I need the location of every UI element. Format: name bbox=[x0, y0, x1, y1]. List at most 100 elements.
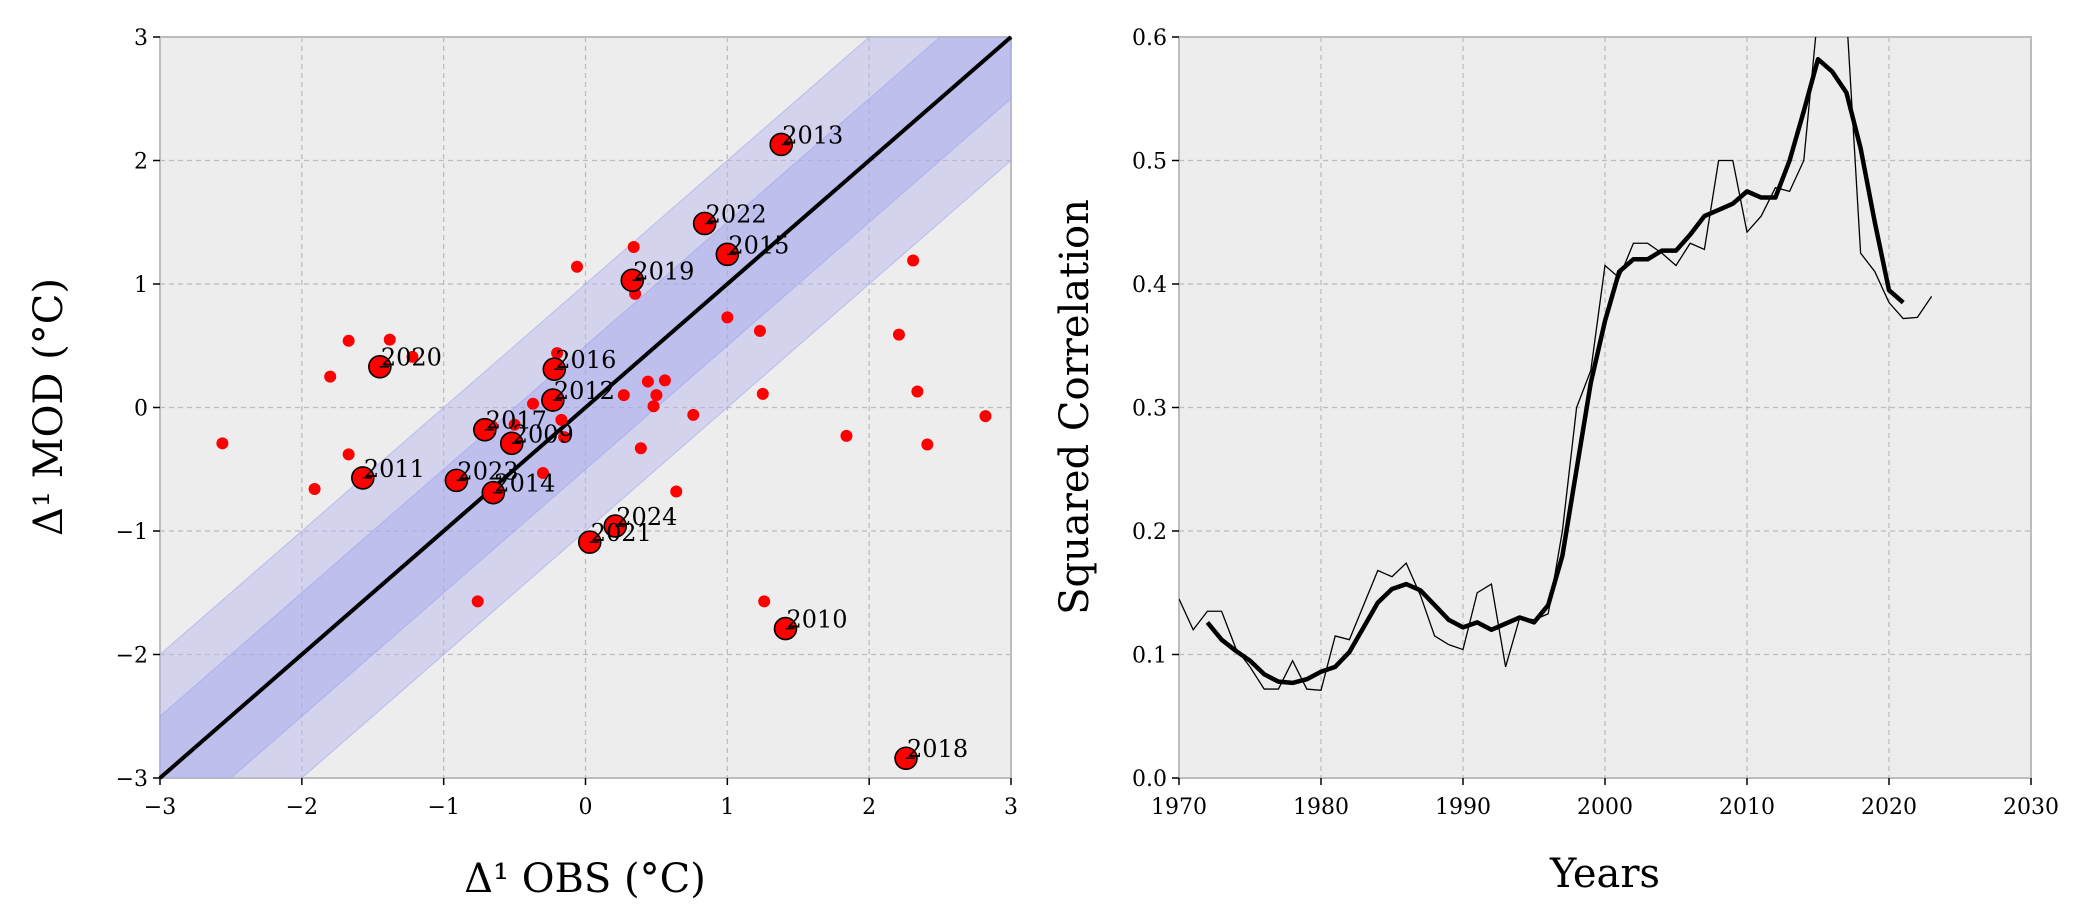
scatter-point bbox=[753, 324, 766, 337]
y-tick-label: −3 bbox=[116, 767, 148, 792]
scatter-point bbox=[627, 240, 640, 253]
scatter-point bbox=[641, 375, 654, 388]
point-label: 2015 bbox=[728, 231, 789, 259]
point-label: 2009 bbox=[513, 420, 574, 448]
y-tick-label: 3 bbox=[134, 26, 148, 51]
line-panel: 1970 1980 1990 2000 2010 2020 2030 0.0 0.1 0.2 0.3… bbox=[1052, 26, 2059, 897]
point-label: 2024 bbox=[616, 503, 677, 531]
scatter-point bbox=[634, 442, 647, 455]
highlighted-point: 2014 bbox=[481, 470, 555, 505]
scatter-point bbox=[471, 595, 484, 608]
x-tick-label: 2020 bbox=[1861, 795, 1917, 820]
scatter-point bbox=[647, 400, 660, 413]
y-tick-label: 0.1 bbox=[1132, 644, 1167, 669]
scatter-point bbox=[721, 311, 734, 324]
point-label: 2011 bbox=[364, 455, 425, 483]
scatter-point bbox=[508, 418, 521, 431]
point-label: 2012 bbox=[554, 377, 615, 405]
x-tick-label: 1980 bbox=[1293, 795, 1349, 820]
scatter-point bbox=[670, 485, 683, 498]
highlighted-point: 2017 bbox=[472, 407, 547, 442]
scatter-point bbox=[979, 410, 992, 423]
scatter-point bbox=[687, 408, 700, 421]
scatter-point bbox=[342, 448, 355, 461]
point-label: 2018 bbox=[907, 735, 968, 763]
scatter-point bbox=[527, 397, 540, 410]
scatter-point bbox=[558, 431, 571, 444]
point-label: 2020 bbox=[381, 344, 442, 372]
one-to-one-line bbox=[158, 35, 1013, 780]
x-tick-label: 2 bbox=[862, 795, 876, 820]
highlighted-point: 2020 bbox=[368, 344, 442, 379]
scatter-ticks: −3 −2 −1 0 1 2 3 −3 −2 −1 0 1 2 3 bbox=[116, 26, 1018, 820]
point-label: 2017 bbox=[486, 407, 547, 435]
x-tick-label: −2 bbox=[286, 795, 318, 820]
x-tick-label: 2010 bbox=[1719, 795, 1775, 820]
y-tick-label: 0.3 bbox=[1132, 397, 1167, 422]
highlighted-point: 2010 bbox=[773, 606, 848, 641]
scatter-point bbox=[536, 466, 549, 479]
point-label: 2014 bbox=[494, 470, 555, 498]
y-tick-label: −2 bbox=[116, 644, 148, 669]
scatter-point bbox=[840, 429, 853, 442]
y-tick-label: 2 bbox=[134, 150, 148, 175]
x-tick-label: 1 bbox=[720, 795, 734, 820]
x-tick-label: 0 bbox=[579, 795, 593, 820]
point-label: 2013 bbox=[782, 121, 843, 149]
highlighted-point: 2013 bbox=[769, 121, 843, 157]
scatter-point bbox=[617, 389, 630, 402]
smoothed-series-line bbox=[1205, 56, 1905, 686]
highlighted-point: 2012 bbox=[541, 377, 615, 412]
scatter-point bbox=[658, 374, 671, 387]
y-tick-label: −1 bbox=[116, 520, 148, 545]
line-grid bbox=[1179, 37, 2031, 778]
scatter-point bbox=[907, 254, 920, 267]
y-tick-label: 0 bbox=[134, 397, 148, 422]
y-tick-label: 1 bbox=[134, 273, 148, 298]
highlighted-point: 2021 bbox=[577, 519, 652, 554]
highlighted-point: 2009 bbox=[499, 420, 574, 456]
point-label: 2019 bbox=[633, 257, 694, 285]
x-tick-label: 3 bbox=[1004, 795, 1018, 820]
scatter-point bbox=[308, 483, 321, 496]
highlighted-point: 2016 bbox=[542, 346, 616, 382]
scatter-point bbox=[406, 350, 419, 363]
scatter-point bbox=[551, 347, 564, 360]
y-axis-title: Squared Correlation bbox=[1052, 199, 1098, 615]
scatter-point bbox=[892, 328, 905, 341]
x-tick-label: −3 bbox=[144, 795, 176, 820]
x-tick-label: 2030 bbox=[2003, 795, 2059, 820]
scatter-point bbox=[921, 438, 934, 451]
x-tick-label: 2000 bbox=[1577, 795, 1633, 820]
line-ticks: 1970 1980 1990 2000 2010 2020 2030 0.0 0.1 0.2 0.3… bbox=[1132, 26, 2059, 820]
highlighted-point: 2015 bbox=[715, 231, 789, 267]
scatter-point bbox=[911, 385, 924, 398]
x-axis-title: Δ¹ OBS (°C) bbox=[464, 856, 706, 902]
point-label: 2010 bbox=[786, 606, 847, 634]
point-label: 2021 bbox=[591, 519, 652, 547]
point-label: 2023 bbox=[457, 457, 518, 485]
highlighted-point: 2024 bbox=[603, 503, 677, 538]
y-tick-label: 0.2 bbox=[1132, 520, 1167, 545]
other-points bbox=[216, 240, 992, 608]
scatter-point bbox=[555, 413, 568, 426]
point-label: 2016 bbox=[555, 346, 616, 374]
highlighted-point: 2019 bbox=[620, 257, 694, 293]
scatter-point bbox=[324, 370, 337, 383]
scatter-point bbox=[650, 389, 663, 402]
highlighted-point: 2022 bbox=[692, 200, 767, 236]
x-tick-label: −1 bbox=[427, 795, 459, 820]
x-tick-label: 1970 bbox=[1151, 795, 1207, 820]
scatter-point bbox=[383, 333, 396, 346]
y-tick-label: 0.6 bbox=[1132, 26, 1167, 51]
scatter-point bbox=[756, 387, 769, 400]
highlighted-point: 2011 bbox=[351, 455, 425, 490]
highlighted-point: 2023 bbox=[444, 457, 519, 493]
scatter-point bbox=[342, 334, 355, 347]
y-tick-label: 0.5 bbox=[1132, 150, 1167, 175]
highlighted-point: 2018 bbox=[894, 735, 968, 771]
x-axis-title: Years bbox=[1549, 851, 1660, 897]
